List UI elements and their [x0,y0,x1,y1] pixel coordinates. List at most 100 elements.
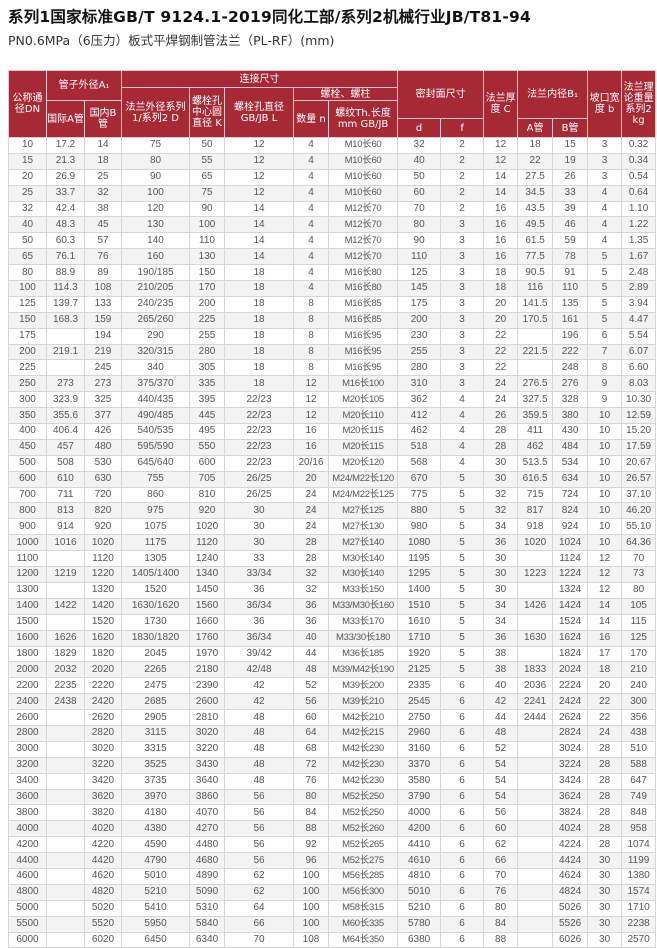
cell-pipe-b: 1420 [83,597,123,615]
cell-seal-d: 1610 [397,613,442,631]
cell-bolt-hole: 64 [224,899,295,917]
cell-pipe-b: 57 [83,232,123,250]
cell-thread: M33/30长180 [328,629,399,647]
cell-bolt-circle: 3860 [189,788,226,806]
cell-bolt-circle: 110 [189,232,226,250]
cell-fid-b: 2224 [552,677,589,695]
table-row: 4400 4420 4790 4680 56 96 M52长275 4610 6 66 4424 30… [8,852,657,869]
cell-seal-d: 1295 [397,566,442,583]
cell-fid-b: 46 [552,216,589,234]
cell-fid-a: 170.5 [517,311,554,329]
cell-bolt-hole: 48 [224,772,295,790]
cell-pipe-a [46,804,85,822]
cell-bolt-qty: 20 [293,470,330,488]
cell-seal-f: 5 [440,581,485,599]
cell-fid-b: 824 [552,502,589,520]
cell-fid-a: 22 [517,152,554,170]
cell-fid-a: 34.5 [517,184,554,202]
cell-fid-a: 116 [517,280,554,297]
cell-bolt-qty: 4 [293,168,330,186]
cell-dn: 800 [8,502,47,520]
cell-bolt-hole: 70 [224,931,295,948]
cell-pipe-b: 4020 [83,820,123,838]
cell-flange-od: 290 [121,327,191,345]
cell-bolt-qty: 20/16 [293,454,330,472]
cell-pipe-a [46,788,85,806]
cell-pipe-a: 21.3 [46,152,85,170]
cell-thread: M20长120 [328,454,399,472]
cell-seal-f: 2 [440,137,485,154]
cell-dn: 4800 [8,883,47,901]
cell-bolt-hole: 18 [224,359,295,377]
cell-bolt-hole: 48 [224,756,295,774]
cell-bolt-qty: 12 [293,407,330,425]
cell-dn: 5000 [8,899,47,917]
cell-thickness: 60 [483,820,519,838]
cell-fid-a [517,740,554,758]
cell-thread: M27长125 [328,502,399,520]
cell-thickness: 24 [483,375,519,393]
cell-fid-a [517,645,554,663]
cell-bolt-qty: 8 [293,311,330,329]
cell-dn: 2000 [8,661,47,679]
cell-thread: M10长60 [328,137,399,154]
cell-dn: 1100 [8,550,47,568]
cell-weight: 300 [621,693,657,711]
cell-pipe-b: 3420 [83,772,123,790]
cell-bolt-circle: 4270 [189,820,226,838]
cell-bolt-hole: 66 [224,915,295,933]
cell-bevel: 6 [587,327,623,345]
cell-bevel: 28 [587,804,623,822]
cell-dn: 1200 [8,566,47,583]
cell-bevel: 9 [587,391,623,409]
cell-bolt-circle: 3220 [189,740,226,758]
cell-bolt-qty: 76 [293,772,330,790]
cell-thread: M20长115 [328,423,399,440]
cell-flange-od: 595/590 [121,438,191,456]
cell-dn: 1600 [8,629,47,647]
table-row: 1000 1016 1020 1175 1120 30 28 M27长140 1080 5 36 10… [8,534,657,552]
cell-seal-f: 3 [440,311,485,329]
cell-pipe-b: 194 [83,327,123,345]
cell-pipe-b: 89 [83,264,123,282]
cell-bolt-hole: 42 [224,677,295,695]
cell-pipe-a [46,740,85,758]
cell-pipe-b: 2620 [83,709,123,726]
cell-thread: M16长95 [328,327,399,345]
cell-pipe-a [46,327,85,345]
table-row: 300 323.9 325 440/435 395 22/23 12 M20长105 362 4 2… [8,391,657,409]
cell-bevel: 3 [587,168,623,186]
cell-bolt-hole: 33 [224,550,295,568]
cell-fid-b: 196 [552,327,589,345]
cell-fid-a [517,756,554,774]
cell-bevel: 28 [587,740,623,758]
cell-dn: 10 [8,137,47,154]
cell-flange-od: 860 [121,486,191,504]
cell-fid-b: 110 [552,280,589,297]
cell-weight: 1.35 [621,232,657,250]
cell-thickness: 16 [483,200,519,218]
cell-bevel: 10 [587,454,623,472]
table-row: 15 21.3 18 80 55 12 4 M10长60 40 2 12 22 19 3 0.34 [8,152,657,170]
cell-bolt-circle: 1340 [189,566,226,583]
cell-weight: 80 [621,581,657,599]
cell-seal-f: 3 [440,232,485,250]
cell-bevel: 28 [587,820,623,838]
cell-thickness: 22 [483,327,519,345]
cell-fid-b: 3624 [552,788,589,806]
header-pipe-od: 管子外径A₁ [45,70,123,101]
cell-fid-a: 18 [517,137,554,154]
cell-bolt-circle: 495 [189,423,226,440]
cell-seal-f: 5 [440,629,485,647]
cell-weight: 240 [621,677,657,695]
cell-fid-a: 1020 [517,534,554,552]
cell-flange-od: 6450 [121,931,191,948]
cell-seal-f: 3 [440,343,485,361]
cell-bolt-hole: 62 [224,883,295,901]
cell-bolt-hole: 22/23 [224,391,295,409]
cell-bevel: 5 [587,248,623,266]
cell-fid-a: 411 [517,423,554,440]
cell-seal-f: 2 [440,152,485,170]
page-title: 系列1国家标准GB/T 9124.1-2019同化工部/系列2机械行业JB/T8… [8,8,531,26]
cell-bevel: 8 [587,359,623,377]
